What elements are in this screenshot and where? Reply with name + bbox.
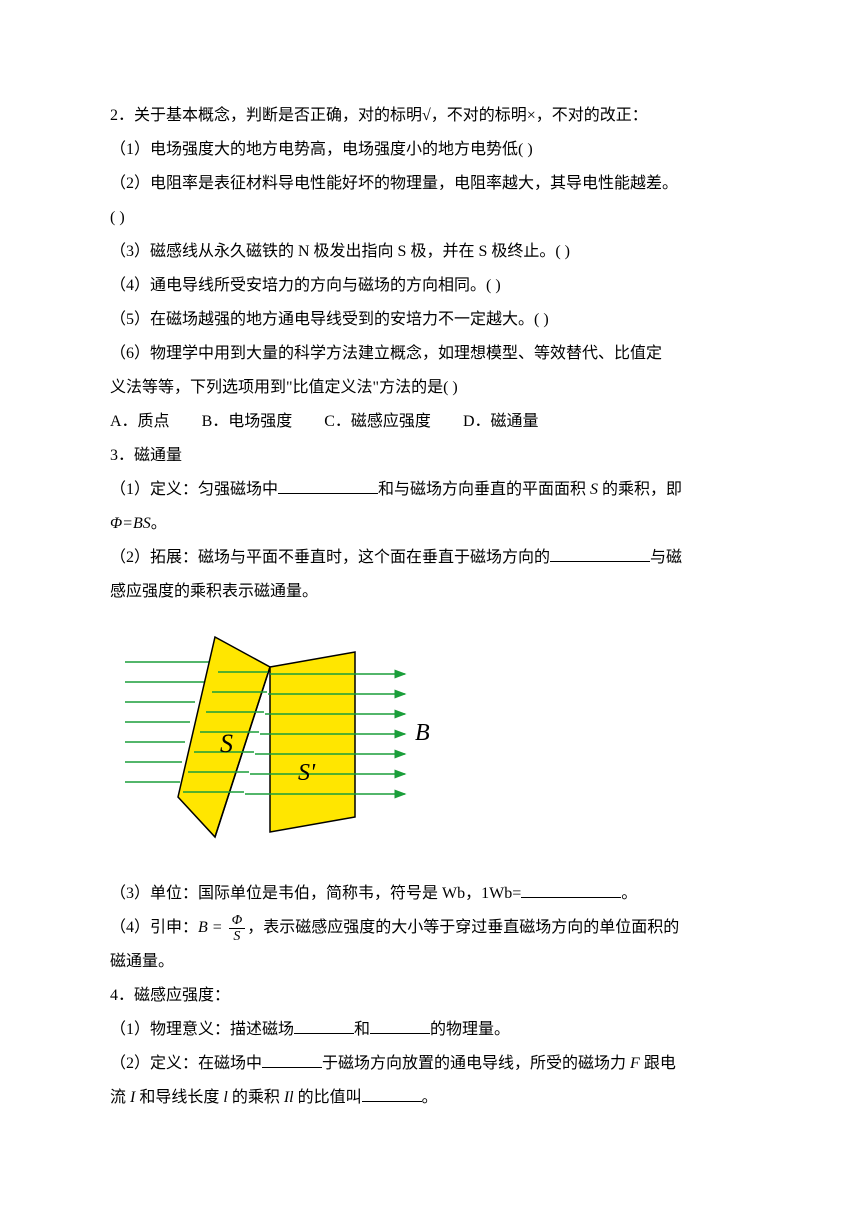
s-part: S bbox=[143, 515, 151, 532]
q3-p1: （1）定义：匀强磁场中 和与磁场方向垂直的平面面积 S 的乘积，即 bbox=[110, 474, 750, 506]
flux-diagram: S S' B bbox=[120, 622, 750, 864]
blank bbox=[294, 1018, 354, 1034]
q4-p1b: 的物理量。 bbox=[430, 1021, 510, 1038]
q4-p2-line1: （2）定义：在磁场中 于磁场方向放置的通电导线，所受的磁场力 F 跟电 bbox=[110, 1048, 750, 1080]
q2-item-2b-text: ( ) bbox=[110, 209, 125, 226]
q3-p3b: 。 bbox=[621, 885, 637, 902]
formula-lhs: B = bbox=[198, 919, 223, 936]
q4-p2c: 跟电 bbox=[640, 1055, 676, 1072]
flux-diagram-svg: S S' B bbox=[120, 622, 440, 852]
q2-item-3: （3）磁感线从永久磁铁的 N 极发出指向 S 极，并在 S 极终止。( ) bbox=[110, 236, 750, 268]
q3-p4c: 磁通量。 bbox=[110, 946, 750, 978]
blank bbox=[262, 1052, 322, 1068]
blank bbox=[521, 882, 621, 898]
q3-title: 3．磁通量 bbox=[110, 440, 750, 472]
q2-item-6b: 义法等等，下列选项用到"比值定义法"方法的是( ) bbox=[110, 372, 750, 404]
blank bbox=[278, 478, 378, 494]
q4-p2a: （2）定义：在磁场中 bbox=[110, 1055, 262, 1072]
blank bbox=[370, 1018, 430, 1034]
q3-p2a-text: （2）拓展：磁场与平面不垂直时，这个面在垂直于磁场方向的 bbox=[110, 549, 550, 566]
q2-item-5-text: （5）在磁场越强的地方通电导线受到的安培力不一定越大。( ) bbox=[110, 311, 549, 328]
q3-p1c: 的乘积，即 bbox=[598, 481, 682, 498]
q4-p1: （1）物理意义：描述磁场 和 的物理量。 bbox=[110, 1014, 750, 1046]
option-d: D．磁通量 bbox=[463, 406, 539, 438]
q3-p1b: 和与磁场方向垂直的平面面积 bbox=[378, 481, 590, 498]
phi-b: Φ=B bbox=[110, 515, 143, 532]
q2-item-6b-text: 义法等等，下列选项用到"比值定义法"方法的是( ) bbox=[110, 379, 458, 396]
blank bbox=[362, 1086, 422, 1102]
q2-item-6a: （6）物理学中用到大量的科学方法建立概念，如理想模型、等效替代、比值定 bbox=[110, 338, 750, 370]
label-s: S bbox=[220, 729, 233, 758]
label-s-prime: S' bbox=[298, 760, 316, 786]
q3-p4a: （4）引申： bbox=[110, 919, 198, 936]
q2-stem: 2．关于基本概念，判断是否正确，对的标明√，不对的标明×，不对的改正： bbox=[110, 100, 750, 132]
q4-p2f: 的乘积 bbox=[228, 1089, 284, 1106]
q3-p1end: 。 bbox=[151, 515, 167, 532]
q4-p1mid: 和 bbox=[354, 1021, 370, 1038]
q4-p2-line2: 流 I 和导线长度 l 的乘积 Il 的比值叫。 bbox=[110, 1082, 750, 1114]
q3-p4: （4）引申：B = ΦS，表示磁感应强度的大小等于穿过垂直磁场方向的单位面积的 bbox=[110, 912, 750, 944]
var-s: S bbox=[590, 481, 598, 498]
q4-title: 4．磁感应强度： bbox=[110, 980, 750, 1012]
q3-p3: （3）单位：国际单位是韦伯，简称韦，符号是 Wb，1Wb= 。 bbox=[110, 878, 750, 910]
q2-item-3-text: （3）磁感线从永久磁铁的 N 极发出指向 S 极，并在 S 极终止。( ) bbox=[110, 243, 570, 260]
q4-p2e: 和导线长度 bbox=[135, 1089, 223, 1106]
formula-b-phi-s: B = ΦS bbox=[198, 912, 247, 944]
var-f: F bbox=[630, 1055, 640, 1072]
q2-item-6a-text: （6）物理学中用到大量的科学方法建立概念，如理想模型、等效替代、比值定 bbox=[110, 345, 662, 362]
formula-den: S bbox=[229, 929, 246, 944]
label-b: B bbox=[415, 720, 430, 746]
q2-item-1-text: （1）电场强度大的地方电势高，电场强度小的地方电势低( ) bbox=[110, 141, 533, 158]
q2-options: A．质点 B．电场强度 C．磁感应强度 D．磁通量 bbox=[110, 406, 750, 438]
q2-item-5: （5）在磁场越强的地方通电导线受到的安培力不一定越大。( ) bbox=[110, 304, 750, 336]
q3-p3a: （3）单位：国际单位是韦伯，简称韦，符号是 Wb，1Wb= bbox=[110, 885, 521, 902]
plane-s-prime bbox=[270, 652, 355, 832]
option-a: A．质点 bbox=[110, 406, 170, 438]
blank bbox=[550, 546, 650, 562]
formula-num: Φ bbox=[229, 913, 246, 929]
q2-item-2a-text: （2）电阻率是表征材料导电性能好坏的物理量，电阻率越大，其导电性能越差。 bbox=[110, 175, 678, 192]
q4-p2g: 的比值叫 bbox=[294, 1089, 362, 1106]
var-il: Il bbox=[284, 1089, 294, 1106]
option-c: C．磁感应强度 bbox=[324, 406, 431, 438]
q3-p2b-text: 与磁 bbox=[650, 549, 682, 566]
q4-p2h: 。 bbox=[422, 1089, 438, 1106]
q3-p1-formula: Φ=BS。 bbox=[110, 508, 750, 540]
q3-p2c: 感应强度的乘积表示磁通量。 bbox=[110, 576, 750, 608]
option-b: B．电场强度 bbox=[202, 406, 293, 438]
q3-p1a: （1）定义：匀强磁场中 bbox=[110, 481, 278, 498]
q4-p2b: 于磁场方向放置的通电导线，所受的磁场力 bbox=[322, 1055, 630, 1072]
q2-item-1: （1）电场强度大的地方电势高，电场强度小的地方电势低( ) bbox=[110, 134, 750, 166]
formula-phi-bs: Φ=BS bbox=[110, 515, 151, 532]
q4-p2d: 流 bbox=[110, 1089, 130, 1106]
q2-item-2a: （2）电阻率是表征材料导电性能好坏的物理量，电阻率越大，其导电性能越差。 bbox=[110, 168, 750, 200]
q2-item-4: （4）通电导线所受安培力的方向与磁场的方向相同。( ) bbox=[110, 270, 750, 302]
q2-item-2b: ( ) bbox=[110, 202, 750, 234]
q4-p1a: （1）物理意义：描述磁场 bbox=[110, 1021, 294, 1038]
q2-item-4-text: （4）通电导线所受安培力的方向与磁场的方向相同。( ) bbox=[110, 277, 501, 294]
q3-p4b: ，表示磁感应强度的大小等于穿过垂直磁场方向的单位面积的 bbox=[247, 919, 679, 936]
q3-p2a: （2）拓展：磁场与平面不垂直时，这个面在垂直于磁场方向的 与磁 bbox=[110, 542, 750, 574]
